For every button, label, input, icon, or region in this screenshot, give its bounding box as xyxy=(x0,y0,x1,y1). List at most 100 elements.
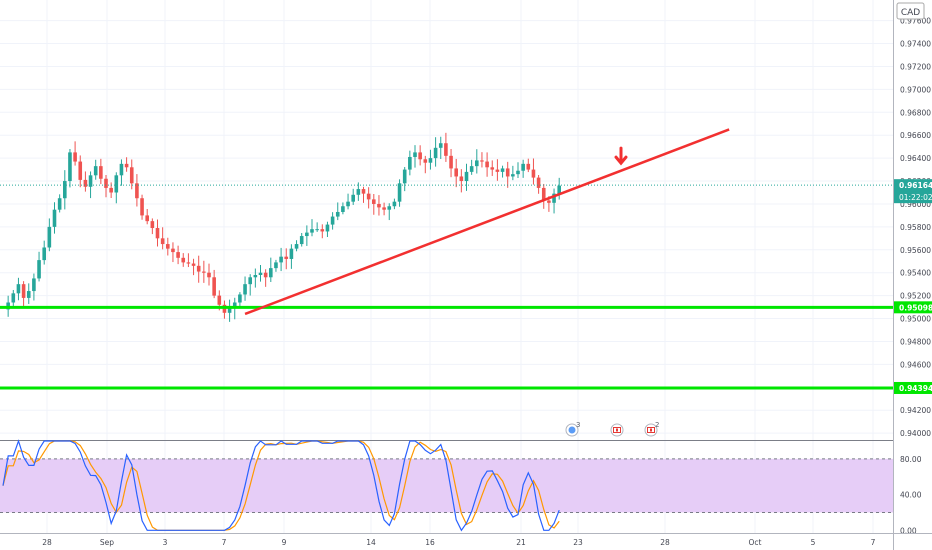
candle-body[interactable] xyxy=(305,232,309,237)
candle-body[interactable] xyxy=(372,199,376,204)
candle-body[interactable] xyxy=(438,143,443,148)
currency-badge[interactable] xyxy=(896,2,925,20)
candle-body[interactable] xyxy=(57,198,62,210)
candle-body[interactable] xyxy=(135,183,139,199)
candle-body[interactable] xyxy=(202,271,206,273)
candle-body[interactable] xyxy=(212,277,216,296)
candle-body[interactable] xyxy=(392,201,397,207)
candle-body[interactable] xyxy=(99,166,103,179)
candle-body[interactable] xyxy=(150,221,155,229)
candle-body[interactable] xyxy=(274,262,278,269)
candle-body[interactable] xyxy=(171,248,175,253)
candle-body[interactable] xyxy=(449,155,453,169)
candle-body[interactable] xyxy=(88,175,93,187)
candle-body[interactable] xyxy=(63,181,67,199)
candle-body[interactable] xyxy=(191,263,196,266)
candle-body[interactable] xyxy=(552,193,556,203)
candle-body[interactable] xyxy=(47,226,52,248)
candle-body[interactable] xyxy=(32,278,36,292)
candle-body[interactable] xyxy=(361,189,366,194)
canada-flag-icon[interactable] xyxy=(610,423,624,437)
globe-event-icon[interactable]: 3 xyxy=(565,421,580,437)
candle-body[interactable] xyxy=(11,293,16,303)
candle-body[interactable] xyxy=(42,247,46,261)
candle-body[interactable] xyxy=(181,257,186,263)
down-arrow-icon[interactable] xyxy=(614,146,628,166)
candle-body[interactable] xyxy=(469,166,474,172)
candle-body[interactable] xyxy=(176,252,180,258)
candle-body[interactable] xyxy=(243,284,247,295)
candle-body[interactable] xyxy=(263,272,268,278)
candle-body[interactable] xyxy=(516,170,520,175)
candle-body[interactable] xyxy=(531,169,536,178)
candle-body[interactable] xyxy=(475,160,479,167)
candle-body[interactable] xyxy=(248,277,252,285)
candle-body[interactable] xyxy=(325,224,330,232)
candle-body[interactable] xyxy=(26,291,31,298)
candle-body[interactable] xyxy=(428,158,433,163)
candle-body[interactable] xyxy=(444,143,448,156)
candle-body[interactable] xyxy=(541,187,546,201)
canada-flag-icon[interactable]: 2 xyxy=(644,421,659,437)
trendline[interactable] xyxy=(244,128,730,316)
candle-body[interactable] xyxy=(351,194,355,202)
candle-body[interactable] xyxy=(253,275,258,278)
candlestick-series[interactable] xyxy=(6,132,561,322)
candle-body[interactable] xyxy=(511,174,515,177)
candle-body[interactable] xyxy=(366,193,371,200)
candle-body[interactable] xyxy=(279,256,283,263)
candle-body[interactable] xyxy=(382,207,386,210)
candle-body[interactable] xyxy=(145,215,149,222)
candle-body[interactable] xyxy=(536,177,541,188)
candle-body[interactable] xyxy=(93,166,98,176)
candle-body[interactable] xyxy=(160,238,165,245)
candle-body[interactable] xyxy=(387,206,392,210)
candle-body[interactable] xyxy=(356,189,361,195)
candle-body[interactable] xyxy=(21,284,26,298)
candle-body[interactable] xyxy=(397,183,402,202)
candle-body[interactable] xyxy=(238,294,242,303)
candle-body[interactable] xyxy=(346,201,350,207)
candle-body[interactable] xyxy=(413,152,417,157)
candle-body[interactable] xyxy=(418,152,422,160)
candle-body[interactable] xyxy=(129,167,134,184)
candle-body[interactable] xyxy=(109,187,113,193)
support-levels[interactable] xyxy=(0,184,893,390)
candle-body[interactable] xyxy=(68,152,72,182)
candle-body[interactable] xyxy=(289,248,294,259)
candle-body[interactable] xyxy=(16,284,21,294)
candle-body[interactable] xyxy=(37,260,41,279)
candle-body[interactable] xyxy=(464,171,469,182)
candle-body[interactable] xyxy=(402,169,407,184)
candle-body[interactable] xyxy=(330,216,335,225)
candle-body[interactable] xyxy=(500,168,505,172)
candle-body[interactable] xyxy=(227,308,232,313)
candle-body[interactable] xyxy=(485,161,489,168)
candle-body[interactable] xyxy=(119,163,124,176)
candle-body[interactable] xyxy=(335,211,340,217)
candle-body[interactable] xyxy=(480,160,484,162)
candle-body[interactable] xyxy=(155,228,160,239)
candle-body[interactable] xyxy=(217,295,222,305)
candle-body[interactable] xyxy=(186,262,191,264)
candle-body[interactable] xyxy=(310,229,314,233)
candle-body[interactable] xyxy=(526,163,531,170)
candle-body[interactable] xyxy=(341,206,345,212)
drawings[interactable] xyxy=(244,128,730,316)
candle-body[interactable] xyxy=(377,203,381,208)
candle-body[interactable] xyxy=(547,200,551,203)
candle-body[interactable] xyxy=(315,229,319,231)
candle-body[interactable] xyxy=(196,265,201,272)
candle-body[interactable] xyxy=(269,268,273,278)
candle-body[interactable] xyxy=(258,272,263,275)
candle-body[interactable] xyxy=(505,168,510,177)
candle-body[interactable] xyxy=(52,209,57,227)
candle-body[interactable] xyxy=(232,302,237,309)
candle-body[interactable] xyxy=(557,185,561,194)
candle-body[interactable] xyxy=(408,156,412,170)
candle-body[interactable] xyxy=(320,229,325,232)
candle-body[interactable] xyxy=(73,152,77,162)
candle-body[interactable] xyxy=(78,161,83,180)
